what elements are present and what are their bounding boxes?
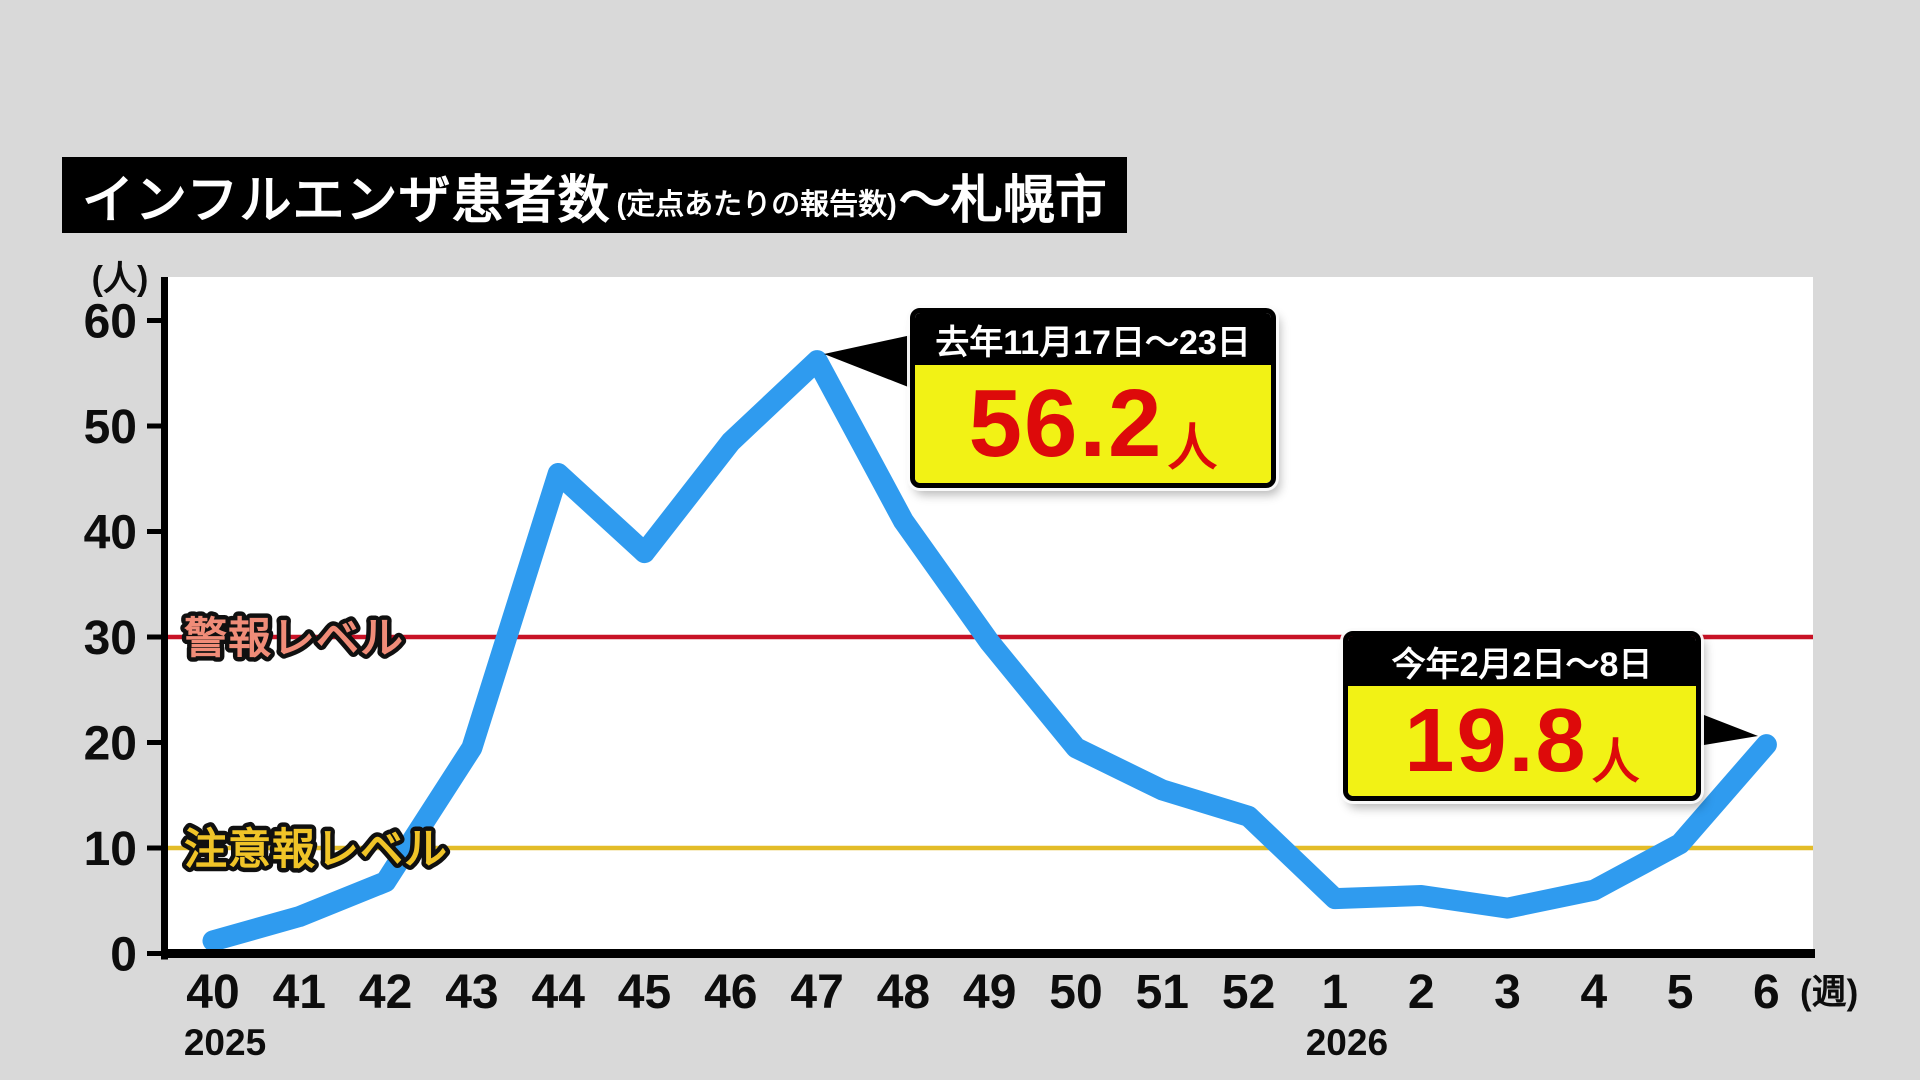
x-tick-label: 47 <box>790 966 843 1019</box>
y-tick-label: 0 <box>110 929 137 982</box>
year-label: 2025 <box>184 1022 266 1063</box>
x-tick-label: 3 <box>1494 966 1521 1019</box>
x-tick-label: 42 <box>359 966 412 1019</box>
y-tick-label: 30 <box>84 612 137 665</box>
year-label: 2026 <box>1306 1022 1388 1063</box>
x-tick-label: 44 <box>532 966 586 1019</box>
x-tick-label: 40 <box>186 966 239 1019</box>
callout-current-value: 19.8 <box>1404 691 1588 791</box>
y-tick-label: 10 <box>84 823 137 876</box>
x-tick-label: 1 <box>1322 966 1349 1019</box>
x-tick-label: 6 <box>1753 966 1780 1019</box>
x-axis-line <box>161 949 1815 958</box>
x-tick-label: 5 <box>1667 966 1694 1019</box>
callout-current-unit: 人 <box>1591 736 1640 789</box>
x-tick-label: 51 <box>1136 966 1189 1019</box>
y-axis-unit: (人) <box>92 260 149 298</box>
x-tick-label: 48 <box>877 966 930 1019</box>
threshold-label-0: 警報レベル <box>184 615 404 663</box>
x-tick-label: 41 <box>273 966 326 1019</box>
y-tick-label: 50 <box>84 401 137 454</box>
x-tick-label: 49 <box>963 966 1016 1019</box>
callout-peak-value: 56.2 <box>968 370 1164 477</box>
x-tick-label: 4 <box>1580 966 1607 1019</box>
x-tick-label: 46 <box>704 966 757 1019</box>
callout-current-body: 19.8 人 <box>1348 686 1696 796</box>
chart-title: インフルエンザ患者数 <box>82 171 611 230</box>
y-tick-label: 40 <box>84 507 137 560</box>
callout-current-period: 今年2月2日～8日 <box>1348 636 1696 686</box>
y-tick-label: 60 <box>84 296 137 349</box>
threshold-label-1: 注意報レベル <box>184 826 448 874</box>
callout-peak-period: 去年11月17日～23日 <box>915 313 1271 365</box>
chart-title-subnote: (定点あたりの報告数) <box>616 189 897 221</box>
x-tick-label: 52 <box>1222 966 1275 1019</box>
callout-peak-week: 去年11月17日～23日 56.2 人 <box>910 308 1276 488</box>
y-tick-label: 20 <box>84 718 137 771</box>
x-tick-label: 50 <box>1049 966 1102 1019</box>
callout-peak-pointer <box>824 334 916 390</box>
callout-current-week: 今年2月2日～8日 19.8 人 <box>1343 631 1701 801</box>
x-tick-label: 43 <box>445 966 498 1019</box>
x-axis-unit: (週) <box>1800 973 1858 1012</box>
callout-peak-unit: 人 <box>1167 420 1218 476</box>
callout-current-pointer <box>1686 708 1758 748</box>
x-tick-label: 45 <box>618 966 671 1019</box>
chart-title-region: ～札幌市 <box>898 171 1107 230</box>
callout-peak-body: 56.2 人 <box>915 365 1271 483</box>
chart-title-box: インフルエンザ患者数 (定点あたりの報告数) ～札幌市 <box>62 157 1127 233</box>
influenza-trend-line <box>202 350 1777 952</box>
x-tick-label: 2 <box>1408 966 1435 1019</box>
y-axis-line <box>161 277 168 960</box>
